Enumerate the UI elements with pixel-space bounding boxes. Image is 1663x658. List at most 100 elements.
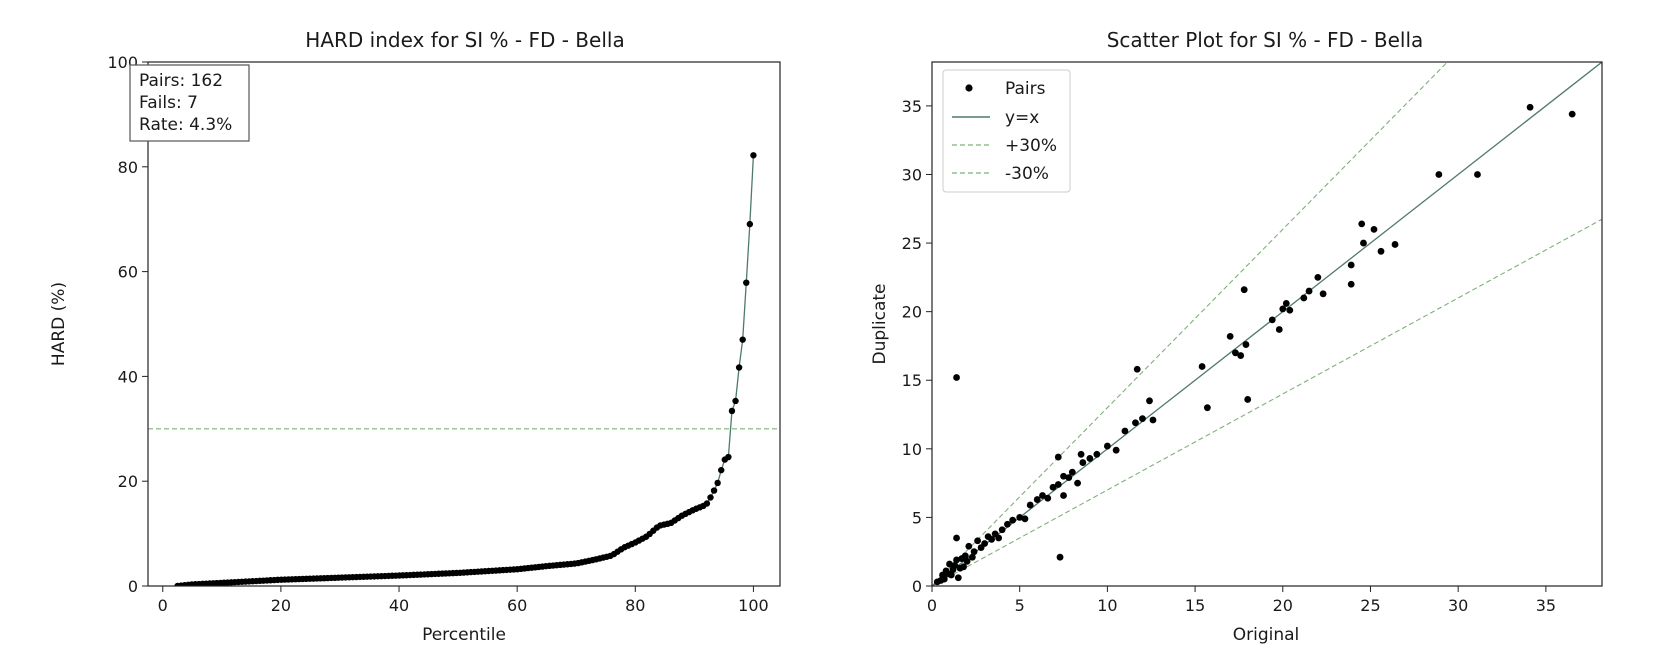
x-tick-label: 0 — [158, 596, 168, 615]
scatter-point — [1232, 349, 1239, 357]
scatter-axes-frame — [931, 61, 1603, 587]
y-tick-label: 15 — [902, 371, 922, 390]
hard-point — [718, 466, 725, 474]
scatter-point — [1268, 316, 1276, 324]
hard-index-xlabel: Percentile — [422, 625, 506, 645]
scatter-point — [1300, 294, 1308, 302]
legend-pairs-label: Pairs — [1005, 79, 1046, 99]
stats-box-frame — [129, 64, 250, 142]
x-tick-label: 5 — [1015, 596, 1025, 615]
scatter-point — [968, 553, 976, 561]
scatter-point — [1237, 352, 1245, 359]
hard-index-marks — [148, 152, 780, 586]
hard-point — [707, 494, 714, 501]
scatter-point — [1086, 455, 1094, 462]
hard-point — [728, 407, 736, 415]
hard-point — [746, 220, 754, 228]
scatter-point — [1347, 280, 1355, 288]
scatter-point — [1068, 468, 1076, 476]
x-tick-label: 10 — [1097, 596, 1117, 615]
scatter-point — [1391, 241, 1399, 248]
scatter-point — [953, 534, 960, 542]
x-tick-label: 0 — [927, 596, 937, 615]
scatter-point — [1060, 492, 1067, 499]
scatter-point — [1079, 459, 1087, 466]
hard-point — [714, 479, 721, 487]
scatter-point — [961, 552, 969, 560]
scatter-point — [1077, 450, 1085, 458]
scatter-point — [1526, 103, 1534, 111]
legend-pairs-marker — [965, 84, 973, 92]
scatter-point — [954, 574, 962, 582]
scatter-point — [1133, 365, 1141, 373]
scatter-point — [1474, 171, 1481, 178]
stats-pairs: Pairs: 162 — [139, 71, 223, 91]
scatter-point — [960, 563, 967, 571]
hard-index-axes-frame — [147, 61, 781, 587]
y-tick-label: 0 — [128, 577, 138, 596]
hard-point — [739, 336, 746, 343]
scatter-point — [1347, 261, 1355, 269]
y-tick-label: 20 — [118, 472, 138, 491]
lower-30-line — [932, 218, 1602, 586]
stats-fails: Fails: 7 — [139, 93, 198, 113]
scatter-point — [1568, 110, 1576, 118]
y-tick-label: 0 — [912, 577, 922, 596]
legend-frame — [942, 69, 1071, 193]
scatter-point — [1358, 220, 1366, 228]
scatter-point — [953, 374, 960, 381]
scatter-point — [1054, 481, 1062, 488]
x-tick-label: 15 — [1185, 596, 1205, 615]
y-tick-label: 10 — [902, 440, 922, 459]
y-tick-label: 35 — [902, 97, 922, 116]
scatter-point — [940, 575, 948, 583]
scatter-point — [1009, 516, 1017, 524]
x-tick-label: 20 — [1273, 596, 1293, 615]
y-tick-label: 40 — [118, 367, 138, 386]
scatter-point — [1093, 450, 1101, 458]
legend-lower-label: -30% — [1005, 164, 1049, 184]
x-tick-label: 25 — [1360, 596, 1380, 615]
scatter-point — [1049, 483, 1057, 491]
scatter-point — [1242, 341, 1250, 348]
identity-line — [932, 62, 1602, 586]
scatter-point — [1132, 419, 1139, 427]
scatter-point — [1021, 515, 1029, 523]
scatter-point — [988, 535, 996, 543]
legend-identity-label: y=x — [1005, 108, 1039, 128]
y-tick-label: 60 — [118, 263, 138, 282]
scatter-panel: Scatter Plot for SI % - FD - Bella 0 5 10 1… — [870, 28, 1603, 645]
scatter-point — [1244, 396, 1252, 403]
scatter-point — [953, 556, 960, 564]
hard-point — [750, 152, 757, 159]
scatter-point — [1054, 453, 1062, 461]
scatter-point — [1112, 446, 1120, 454]
scatter-point — [1360, 239, 1367, 247]
scatter-point — [1121, 427, 1129, 435]
x-tick-label: 40 — [389, 596, 409, 615]
scatter-point — [970, 548, 978, 556]
scatter-point — [947, 571, 955, 579]
scatter-point — [1279, 305, 1287, 313]
scatter-point — [1314, 273, 1322, 281]
y-tick-label: 20 — [902, 303, 922, 322]
y-tick-label: 5 — [912, 508, 922, 527]
scatter-ylabel: Duplicate — [870, 284, 890, 365]
hard-point — [710, 487, 718, 494]
scatter-point — [1004, 520, 1011, 528]
scatter-marks — [932, 62, 1602, 586]
stats-rate: Rate: 4.3% — [139, 115, 232, 135]
scatter-point — [1240, 286, 1248, 294]
scatter-title: Scatter Plot for SI % - FD - Bella — [1107, 28, 1424, 52]
scatter-point — [1074, 479, 1081, 487]
scatter-point — [1286, 306, 1294, 314]
y-tick-label: 80 — [118, 158, 138, 177]
scatter-ticks: 0 5 10 15 20 25 30 35 0 5 10 15 20 25 30 35 — [902, 97, 1556, 615]
scatter-point — [963, 557, 971, 565]
scatter-point — [1370, 225, 1378, 233]
scatter-point — [995, 534, 1003, 542]
scatter-point — [1146, 397, 1153, 405]
scatter-point — [1305, 287, 1313, 295]
hard-index-title: HARD index for SI % - FD - Bella — [305, 28, 624, 52]
